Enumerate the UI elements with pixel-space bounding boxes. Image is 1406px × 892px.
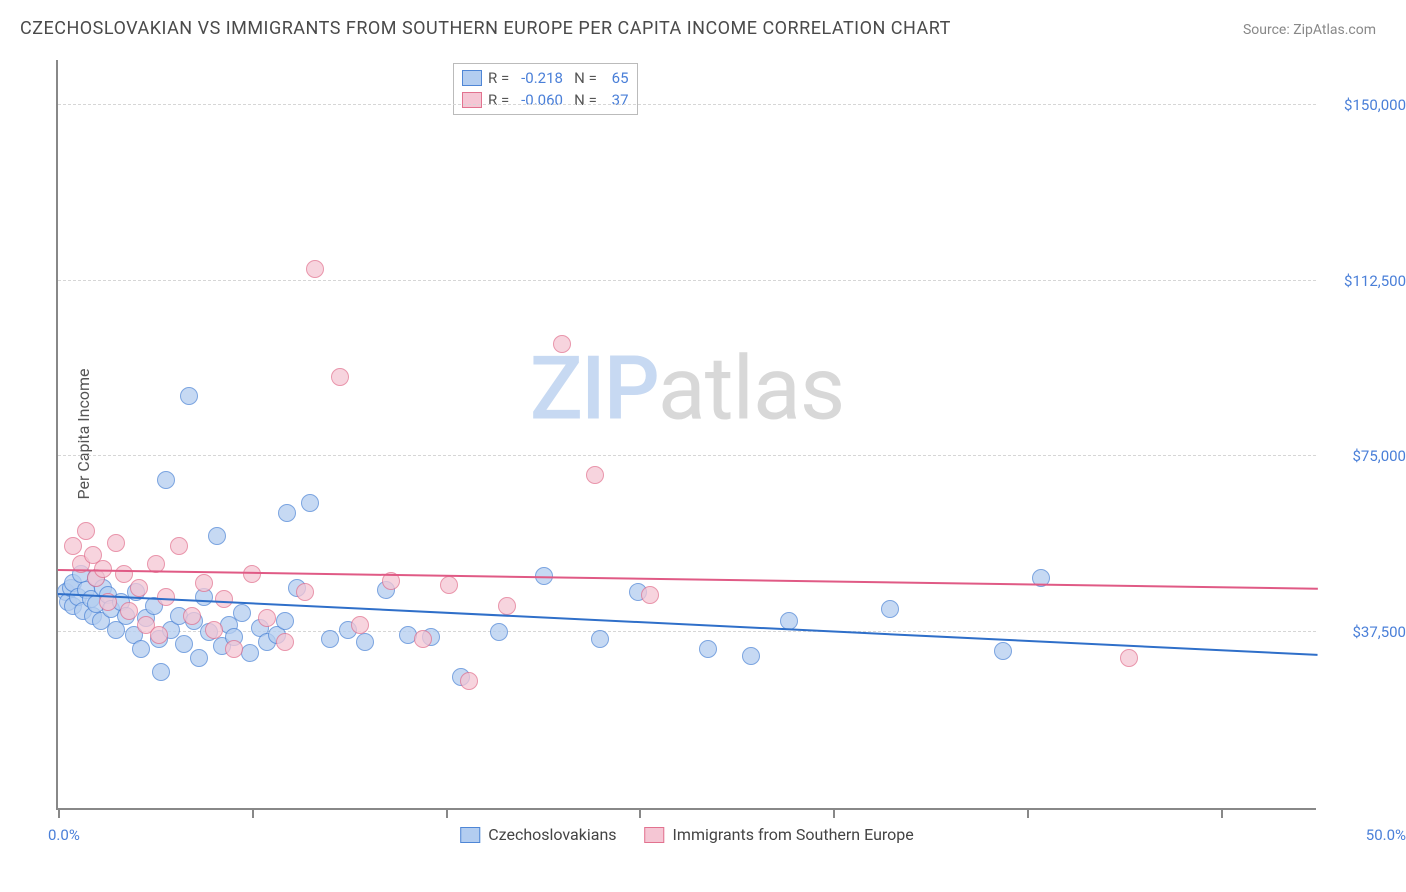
x-tick: [446, 808, 448, 818]
data-point: [190, 649, 208, 667]
x-tick: [833, 808, 835, 818]
data-point: [1120, 649, 1138, 667]
legend-label: Czechoslovakians: [488, 825, 616, 844]
source-attribution: Source: ZipAtlas.com: [1243, 22, 1376, 38]
x-tick: [1027, 808, 1029, 818]
data-point: [296, 583, 314, 601]
legend-swatch: [645, 827, 665, 843]
legend-label: Immigrants from Southern Europe: [673, 825, 914, 844]
data-point: [331, 368, 349, 386]
y-tick-label: $37,500: [1326, 623, 1406, 641]
data-point: [276, 633, 294, 651]
data-point: [170, 537, 188, 555]
data-point: [132, 640, 150, 658]
gridline: [58, 280, 1316, 281]
chart-title: CZECHOSLOVAKIAN VS IMMIGRANTS FROM SOUTH…: [20, 18, 951, 39]
data-point: [301, 494, 319, 512]
data-point: [175, 635, 193, 653]
data-point: [351, 616, 369, 634]
data-point: [276, 612, 294, 630]
data-point: [120, 602, 138, 620]
data-point: [490, 623, 508, 641]
data-point: [586, 466, 604, 484]
x-axis-max-label: 50.0%: [1366, 826, 1406, 844]
data-point: [881, 600, 899, 618]
legend-swatch: [460, 827, 480, 843]
source-value: ZipAtlas.com: [1293, 22, 1376, 38]
correlation-stats-box: R = -0.218 N = 65R = -0.060 N = 37: [453, 63, 638, 115]
stats-text: R = -0.218 N = 65: [488, 67, 629, 89]
x-tick: [252, 808, 254, 818]
data-point: [233, 604, 251, 622]
y-tick-label: $75,000: [1326, 447, 1406, 465]
plot-area: Per Capita Income ZIPatlas R = -0.218 N …: [56, 60, 1316, 810]
data-point: [195, 574, 213, 592]
data-point: [215, 590, 233, 608]
data-point: [641, 586, 659, 604]
data-point: [205, 621, 223, 639]
x-tick: [58, 808, 60, 818]
data-point: [553, 335, 571, 353]
data-point: [994, 642, 1012, 660]
gridline: [58, 104, 1316, 105]
data-point: [591, 630, 609, 648]
watermark-atlas: atlas: [658, 338, 844, 441]
gridline: [58, 631, 1316, 632]
legend-item: Czechoslovakians: [460, 825, 616, 844]
legend-swatch: [462, 92, 482, 108]
stats-text: R = -0.060 N = 37: [488, 89, 629, 111]
stats-row: R = -0.218 N = 65: [462, 67, 629, 89]
data-point: [77, 522, 95, 540]
data-point: [208, 527, 226, 545]
data-point: [742, 647, 760, 665]
data-point: [278, 504, 296, 522]
data-point: [440, 576, 458, 594]
data-point: [225, 640, 243, 658]
y-axis-label: Per Capita Income: [74, 369, 93, 500]
data-point: [130, 579, 148, 597]
legend-item: Immigrants from Southern Europe: [645, 825, 914, 844]
data-point: [150, 626, 168, 644]
data-point: [321, 630, 339, 648]
data-point: [414, 630, 432, 648]
data-point: [107, 534, 125, 552]
y-tick-label: $112,500: [1326, 272, 1406, 290]
data-point: [258, 609, 276, 627]
data-point: [460, 672, 478, 690]
data-point: [183, 607, 201, 625]
legend-swatch: [462, 70, 482, 86]
x-tick: [639, 808, 641, 818]
x-axis-min-label: 0.0%: [48, 826, 80, 844]
data-point: [152, 663, 170, 681]
watermark-zip: ZIP: [530, 338, 658, 441]
y-tick-label: $150,000: [1326, 96, 1406, 114]
data-point: [498, 597, 516, 615]
data-point: [180, 387, 198, 405]
gridline: [58, 455, 1316, 456]
data-point: [699, 640, 717, 658]
stats-row: R = -0.060 N = 37: [462, 89, 629, 111]
data-point: [356, 633, 374, 651]
x-tick: [1221, 808, 1223, 818]
data-point: [115, 565, 133, 583]
data-point: [780, 612, 798, 630]
source-label: Source:: [1243, 22, 1290, 38]
series-legend: Czechoslovakians Immigrants from Southern…: [460, 825, 914, 844]
watermark: ZIPatlas: [530, 338, 845, 441]
data-point: [157, 471, 175, 489]
data-point: [306, 260, 324, 278]
data-point: [64, 537, 82, 555]
